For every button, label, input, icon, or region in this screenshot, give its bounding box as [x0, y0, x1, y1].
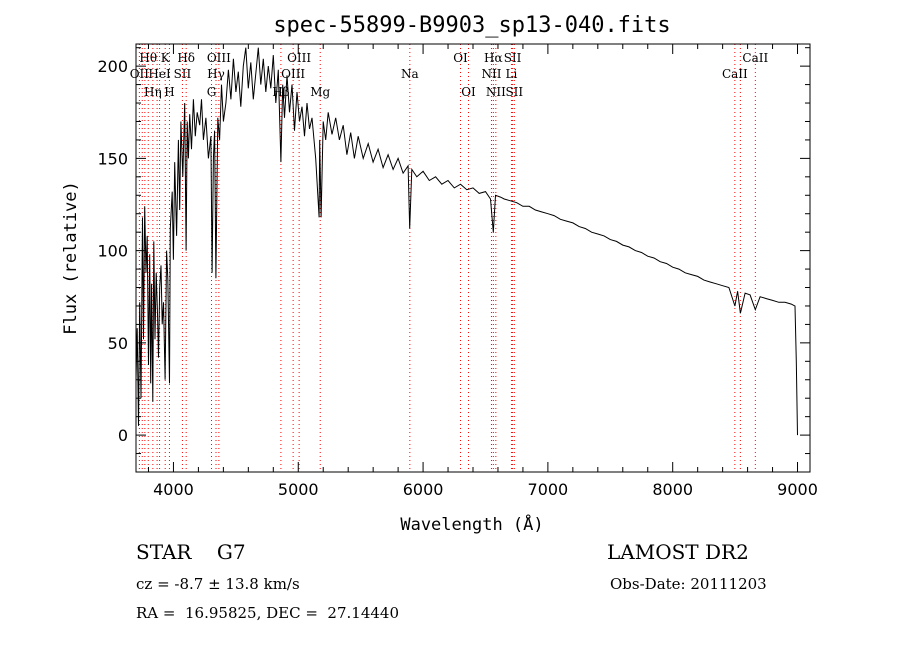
line-label: OIII	[281, 67, 305, 81]
survey-name: LAMOST DR2	[607, 540, 749, 564]
line-label: Na	[401, 67, 419, 81]
line-label: OI	[453, 51, 468, 65]
y-axis-label: Flux (relative)	[61, 181, 81, 335]
x-axis-label: Wavelength (Å)	[400, 513, 543, 535]
line-markers	[138, 44, 756, 472]
line-label: NII	[486, 85, 506, 99]
redshift-cz: cz = -8.7 ± 13.8 km/s	[136, 575, 300, 593]
axis-ticks	[136, 44, 810, 472]
tick-labels: 4000 5000 6000 7000 8000 9000 0 50 100 150 200	[97, 57, 817, 499]
x-tick-label: 7000	[528, 480, 569, 499]
chart-title: spec-55899-B9903_sp13-040.fits	[273, 13, 670, 38]
line-label: OII	[130, 67, 150, 81]
line-label: CaII	[722, 67, 748, 81]
line-label: NII	[481, 67, 501, 81]
line-label: HeI	[148, 67, 171, 81]
line-label: SII	[504, 51, 522, 65]
line-label: OIII	[287, 51, 311, 65]
line-label: Hα	[484, 51, 503, 65]
x-tick-label: 8000	[652, 480, 693, 499]
y-tick-label: 150	[97, 149, 128, 168]
line-label: Hθ	[139, 51, 157, 65]
line-label: Hγ	[207, 67, 225, 81]
line-label: Hη	[144, 85, 162, 99]
y-tick-label: 50	[108, 334, 128, 353]
line-label: Mg	[310, 85, 330, 99]
line-label: CaII	[742, 51, 768, 65]
y-tick-label: 0	[118, 426, 128, 445]
y-tick-label: 200	[97, 57, 128, 76]
spectrum-line	[135, 47, 798, 436]
line-label: SII	[505, 85, 523, 99]
line-label: Li	[506, 67, 518, 81]
x-tick-label: 9000	[777, 480, 818, 499]
x-tick-label: 6000	[403, 480, 444, 499]
object-class: STAR G7	[136, 540, 246, 564]
x-tick-label: 4000	[153, 480, 194, 499]
line-label: OIII	[207, 51, 231, 65]
y-tick-label: 100	[97, 242, 128, 261]
line-label: Hδ	[177, 51, 195, 65]
line-labels: OIIHθHηHeIKHSIIHδGHγOIIIHβOIIIOIIIMgNaOI…	[130, 51, 769, 99]
line-label: SII	[174, 67, 192, 81]
obs-date: Obs-Date: 20111203	[610, 575, 767, 593]
line-label: OI	[461, 85, 476, 99]
ra-dec: RA = 16.95825, DEC = 27.14440	[136, 604, 400, 622]
x-tick-label: 5000	[278, 480, 319, 499]
line-label: K	[161, 51, 171, 65]
line-label: H	[164, 85, 174, 99]
plot-frame	[135, 43, 811, 473]
line-label: G	[207, 85, 217, 99]
